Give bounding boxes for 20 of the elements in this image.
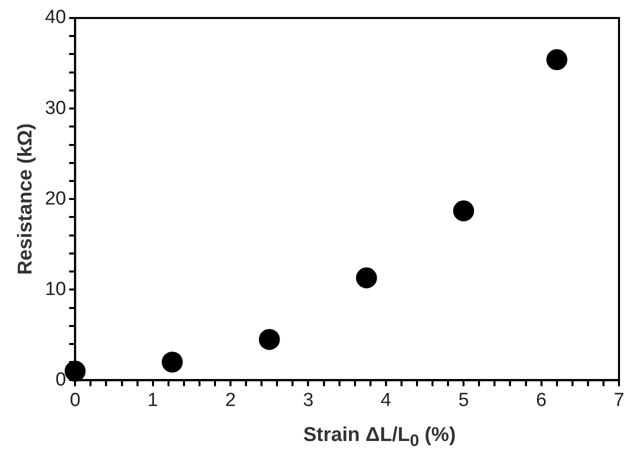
point bbox=[453, 200, 474, 222]
x-tick-label: 3 bbox=[302, 390, 314, 411]
y-tick-label: 40 bbox=[44, 7, 66, 28]
y-tick-label: 20 bbox=[44, 188, 66, 210]
x-tick-label: 0 bbox=[70, 390, 80, 411]
y-axis-title: Resistance (kΩ) bbox=[14, 123, 37, 275]
point bbox=[162, 352, 183, 373]
point bbox=[258, 328, 280, 350]
y-tick-label: 0 bbox=[56, 369, 66, 390]
x-tick-label: 6 bbox=[536, 390, 547, 411]
y-tick-label: 10 bbox=[44, 278, 66, 300]
y-tick-label: 30 bbox=[44, 98, 66, 119]
x-tick-label: 5 bbox=[458, 390, 469, 411]
point bbox=[356, 267, 377, 288]
x-tick-label: 1 bbox=[148, 390, 158, 411]
x-tick-label: 2 bbox=[225, 390, 236, 411]
point bbox=[546, 49, 568, 70]
x-axis-title: Strain ΔL/L$_{0}$ (%) bbox=[302, 424, 457, 451]
x-tick-label: 7 bbox=[614, 390, 624, 411]
x-tick-label: 4 bbox=[380, 390, 392, 411]
